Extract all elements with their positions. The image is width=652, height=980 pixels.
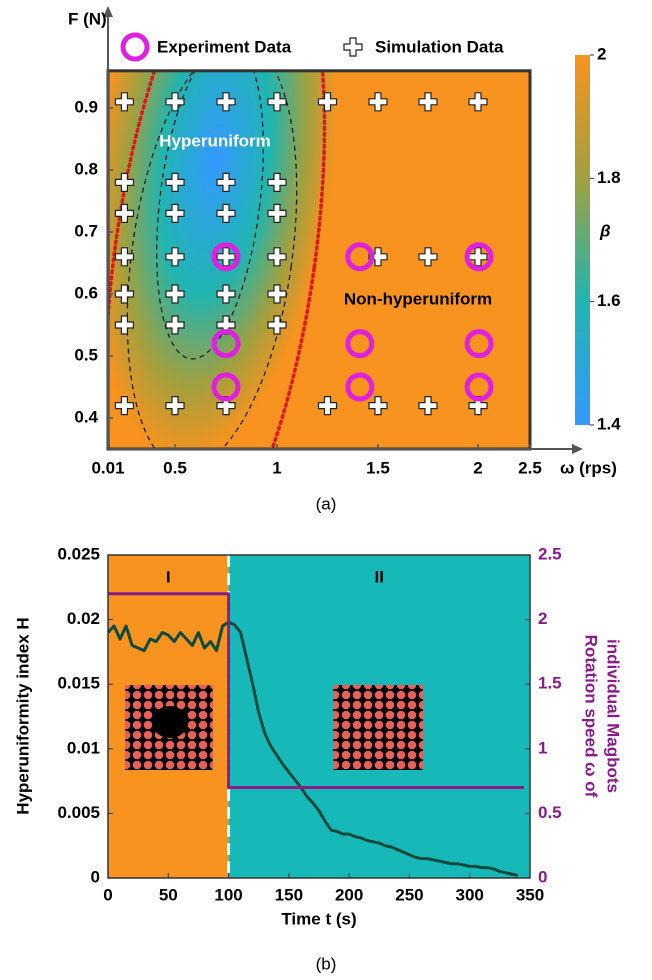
x-axis-title: Time t (s) (281, 909, 356, 928)
page: {"chart_data": [ {"type": "scatter", "x_… (0, 0, 652, 980)
legend-label: Experiment Data (157, 37, 292, 56)
y2-tick-label: 1.5 (538, 674, 562, 693)
x-tick-label: 150 (275, 885, 303, 904)
y2-tick-label: 0.5 (538, 803, 562, 822)
inset-void (152, 706, 188, 738)
colorbar-tick-label: 1.8 (597, 168, 621, 187)
y-tick-label: 0.02 (67, 609, 100, 628)
x-tick-label: 250 (395, 885, 423, 904)
x-axis-title: ω (rps) (560, 458, 617, 477)
legend-label: Simulation Data (375, 37, 504, 56)
y-tick-label: 0.8 (74, 159, 98, 178)
y2-tick-label: 2.5 (538, 544, 562, 563)
caption: (a) (316, 494, 337, 513)
legend-marker (344, 38, 362, 56)
y2-tick-label: 1 (538, 738, 547, 757)
x-tick-label: 2 (473, 458, 482, 477)
x-tick-label: 350 (516, 885, 544, 904)
colorbar (575, 55, 590, 425)
inset-particles (333, 685, 423, 770)
x-tick-label: 1.5 (366, 458, 390, 477)
colorbar-tick-label: 2 (597, 44, 606, 63)
x-tick-label: 0 (103, 885, 112, 904)
y-tick-label: 0.015 (57, 674, 100, 693)
y-axis-title: F (N) (68, 9, 107, 28)
y-tick-label: 0.025 (57, 544, 100, 563)
y-tick-label: 0.4 (74, 407, 98, 426)
x-tick-label: 200 (335, 885, 363, 904)
y-axis-title: Hyperuniformity index H (13, 617, 32, 814)
colorbar-title: β (599, 221, 611, 240)
y-tick-label: 0.7 (74, 221, 98, 240)
legend-marker (123, 35, 147, 59)
x-tick-label: 0.5 (163, 458, 187, 477)
x-tick-label: 100 (214, 885, 242, 904)
figure: 0.01 0.5 1 1.5 2 2.5 0.4 0.5 0.6 0.7 0.8 0.9 ω (rps)… (0, 0, 652, 980)
x-tick-label: 1 (272, 458, 281, 477)
x-tick-label: 300 (456, 885, 484, 904)
region-label: II (375, 567, 384, 586)
region-label: I (166, 567, 171, 586)
y-tick-label: 0.005 (57, 803, 100, 822)
x-tick-label: 0.01 (91, 458, 124, 477)
x-axis-arrow (572, 444, 583, 454)
y2-tick-label: 0 (538, 867, 547, 886)
annotation: Non-hyperuniform (344, 289, 492, 308)
colorbar-tick-label: 1.4 (597, 414, 621, 433)
y-tick-label: 0.9 (74, 97, 98, 116)
y-tick-label: 0.6 (74, 283, 98, 302)
caption: (b) (316, 954, 337, 973)
y-tick-label: 0.5 (74, 345, 98, 364)
colorbar-tick-label: 1.6 (597, 291, 621, 310)
annotation: Hyperuniform (159, 131, 270, 150)
x-tick-label: 2.5 (518, 458, 542, 477)
chart-a: 0.01 0.5 1 1.5 2 2.5 0.4 0.5 0.6 0.7 0.8 0.9 ω (rps)… (58, 0, 621, 601)
x-tick-label: 50 (159, 885, 178, 904)
y2-axis-title: Rotation speed ω of (582, 635, 601, 798)
y-tick-label: 0 (91, 867, 100, 886)
y2-axis-title: individual Magbots (604, 639, 623, 793)
y-tick-label: 0.01 (67, 738, 100, 757)
y2-tick-label: 2 (538, 609, 547, 628)
